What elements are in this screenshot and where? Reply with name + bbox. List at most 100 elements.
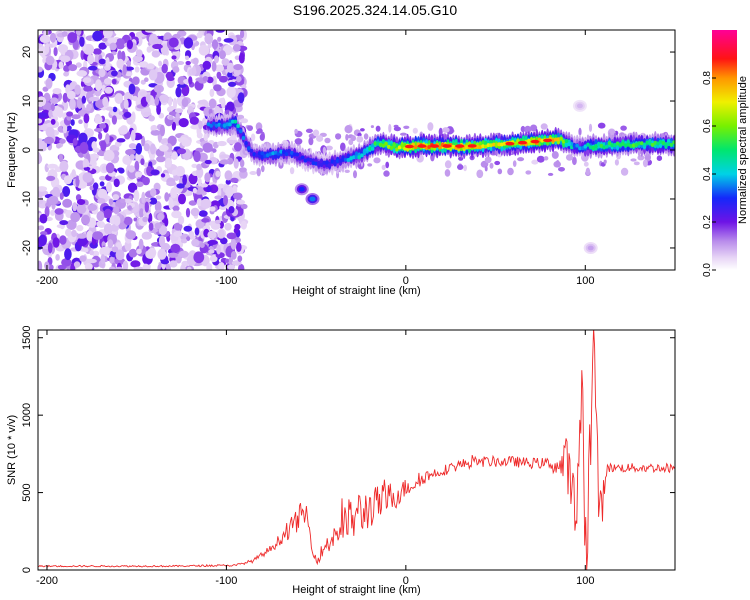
noise-speckle — [159, 124, 165, 137]
noise-speckle — [216, 244, 222, 255]
noise-speckle — [92, 30, 103, 42]
noise-speckle — [198, 44, 210, 56]
noise-speckle — [150, 143, 156, 155]
noise-speckle — [357, 132, 362, 137]
noise-speckle — [171, 169, 178, 176]
ridge-mark — [257, 151, 262, 156]
noise-speckle — [531, 159, 539, 165]
ridge-mark — [642, 143, 647, 147]
noise-speckle — [92, 250, 100, 257]
ridge-mark — [236, 124, 240, 128]
noise-speckle — [100, 140, 107, 152]
ridge-mark — [486, 143, 491, 148]
noise-speckle — [133, 266, 145, 270]
noise-speckle — [192, 65, 196, 76]
noise-speckle — [183, 37, 194, 49]
ridge-mark — [607, 141, 612, 146]
ridge-mark — [492, 142, 496, 147]
noise-speckle — [214, 219, 221, 224]
ridge-mark — [265, 153, 270, 158]
ridge-mark — [249, 148, 254, 153]
noise-speckle — [147, 212, 153, 224]
noise-speckle — [125, 230, 137, 240]
noise-speckle — [97, 198, 106, 204]
noise-speckle — [202, 60, 212, 70]
ridge-mark — [330, 159, 335, 164]
noise-speckle — [141, 135, 146, 147]
noise-speckle — [76, 97, 83, 109]
noise-speckle — [373, 157, 381, 164]
ridge-peak — [417, 144, 427, 148]
noise-speckle — [51, 186, 61, 199]
noise-speckle — [215, 30, 225, 33]
noise-speckle — [86, 104, 92, 112]
noise-speckle — [178, 215, 185, 225]
noise-speckle — [308, 137, 314, 146]
noise-speckle — [76, 70, 88, 77]
ridge-mark — [268, 152, 273, 157]
noise-speckle — [353, 170, 357, 179]
noise-speckle — [124, 71, 133, 77]
noise-speckle — [108, 198, 114, 205]
noise-speckle — [62, 92, 68, 103]
ridge-mark — [389, 146, 394, 150]
ridge-mark — [626, 142, 631, 147]
noise-speckle — [324, 137, 331, 144]
noise-speckle — [170, 243, 181, 253]
ridge-mark — [335, 158, 340, 163]
noise-speckle — [38, 112, 48, 118]
noise-speckle — [172, 66, 180, 73]
noise-speckle — [151, 50, 161, 58]
noise-speckle — [62, 186, 71, 197]
noise-speckle — [158, 112, 165, 119]
noise-speckle — [94, 128, 103, 132]
noise-speckle — [180, 264, 186, 270]
bottom-x-axis-label: Height of straight line (km) — [292, 584, 420, 596]
noise-speckle — [144, 77, 149, 82]
noise-speckle — [207, 240, 218, 245]
noise-speckle — [261, 165, 265, 173]
colorbar — [712, 30, 737, 270]
noise-speckle — [182, 174, 188, 186]
noise-speckle — [191, 239, 200, 247]
noise-speckle — [71, 229, 77, 238]
noise-speckle — [122, 64, 127, 76]
noise-speckle — [150, 188, 157, 197]
noise-speckle — [111, 70, 118, 77]
noise-speckle — [76, 203, 87, 214]
noise-speckle — [213, 84, 222, 92]
noise-speckle — [55, 254, 60, 261]
noise-speckle — [442, 127, 450, 133]
noise-speckle — [238, 167, 247, 173]
noise-speckle — [164, 157, 173, 168]
noise-speckle — [198, 120, 203, 130]
noise-speckle — [233, 192, 243, 200]
ridge-mark — [284, 152, 289, 157]
noise-speckle — [98, 132, 103, 140]
noise-speckle — [204, 172, 211, 183]
noise-speckle — [144, 201, 149, 213]
colorbar-label: Normalized spectral amplitude — [737, 76, 749, 224]
ridge-mark — [658, 139, 663, 144]
noise-speckle — [167, 96, 173, 107]
noise-speckle — [103, 78, 112, 85]
noise-speckle — [227, 71, 233, 78]
ridge-mark — [648, 140, 652, 145]
noise-speckle — [78, 119, 83, 124]
noise-speckle — [191, 163, 198, 168]
noise-speckle — [159, 94, 169, 103]
ridge-mark — [475, 145, 480, 149]
noise-speckle — [250, 133, 256, 142]
noise-speckle — [133, 217, 138, 222]
noise-speckle — [146, 63, 155, 70]
noise-speckle — [144, 30, 156, 33]
ridge-mark — [645, 140, 649, 145]
noise-speckle — [558, 167, 565, 172]
noise-speckle — [150, 129, 161, 136]
bottom-y-tick-label: 1500 — [21, 325, 33, 349]
noise-speckle — [112, 78, 117, 85]
noise-speckle — [70, 119, 75, 126]
noise-speckle — [543, 156, 549, 161]
noise-speckle — [412, 127, 418, 134]
noise-speckle — [585, 167, 591, 176]
